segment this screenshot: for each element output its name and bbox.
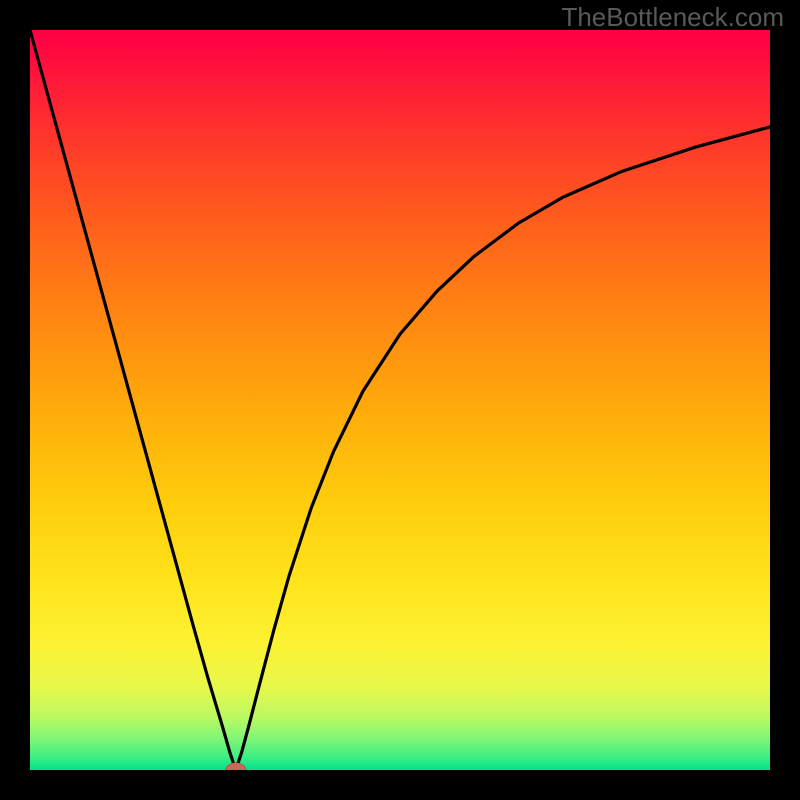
bottleneck-chart	[0, 0, 800, 800]
chart-frame: TheBottleneck.com	[0, 0, 800, 800]
plot-container	[0, 0, 800, 800]
gradient-background	[30, 30, 770, 770]
watermark-text: TheBottleneck.com	[561, 2, 784, 33]
